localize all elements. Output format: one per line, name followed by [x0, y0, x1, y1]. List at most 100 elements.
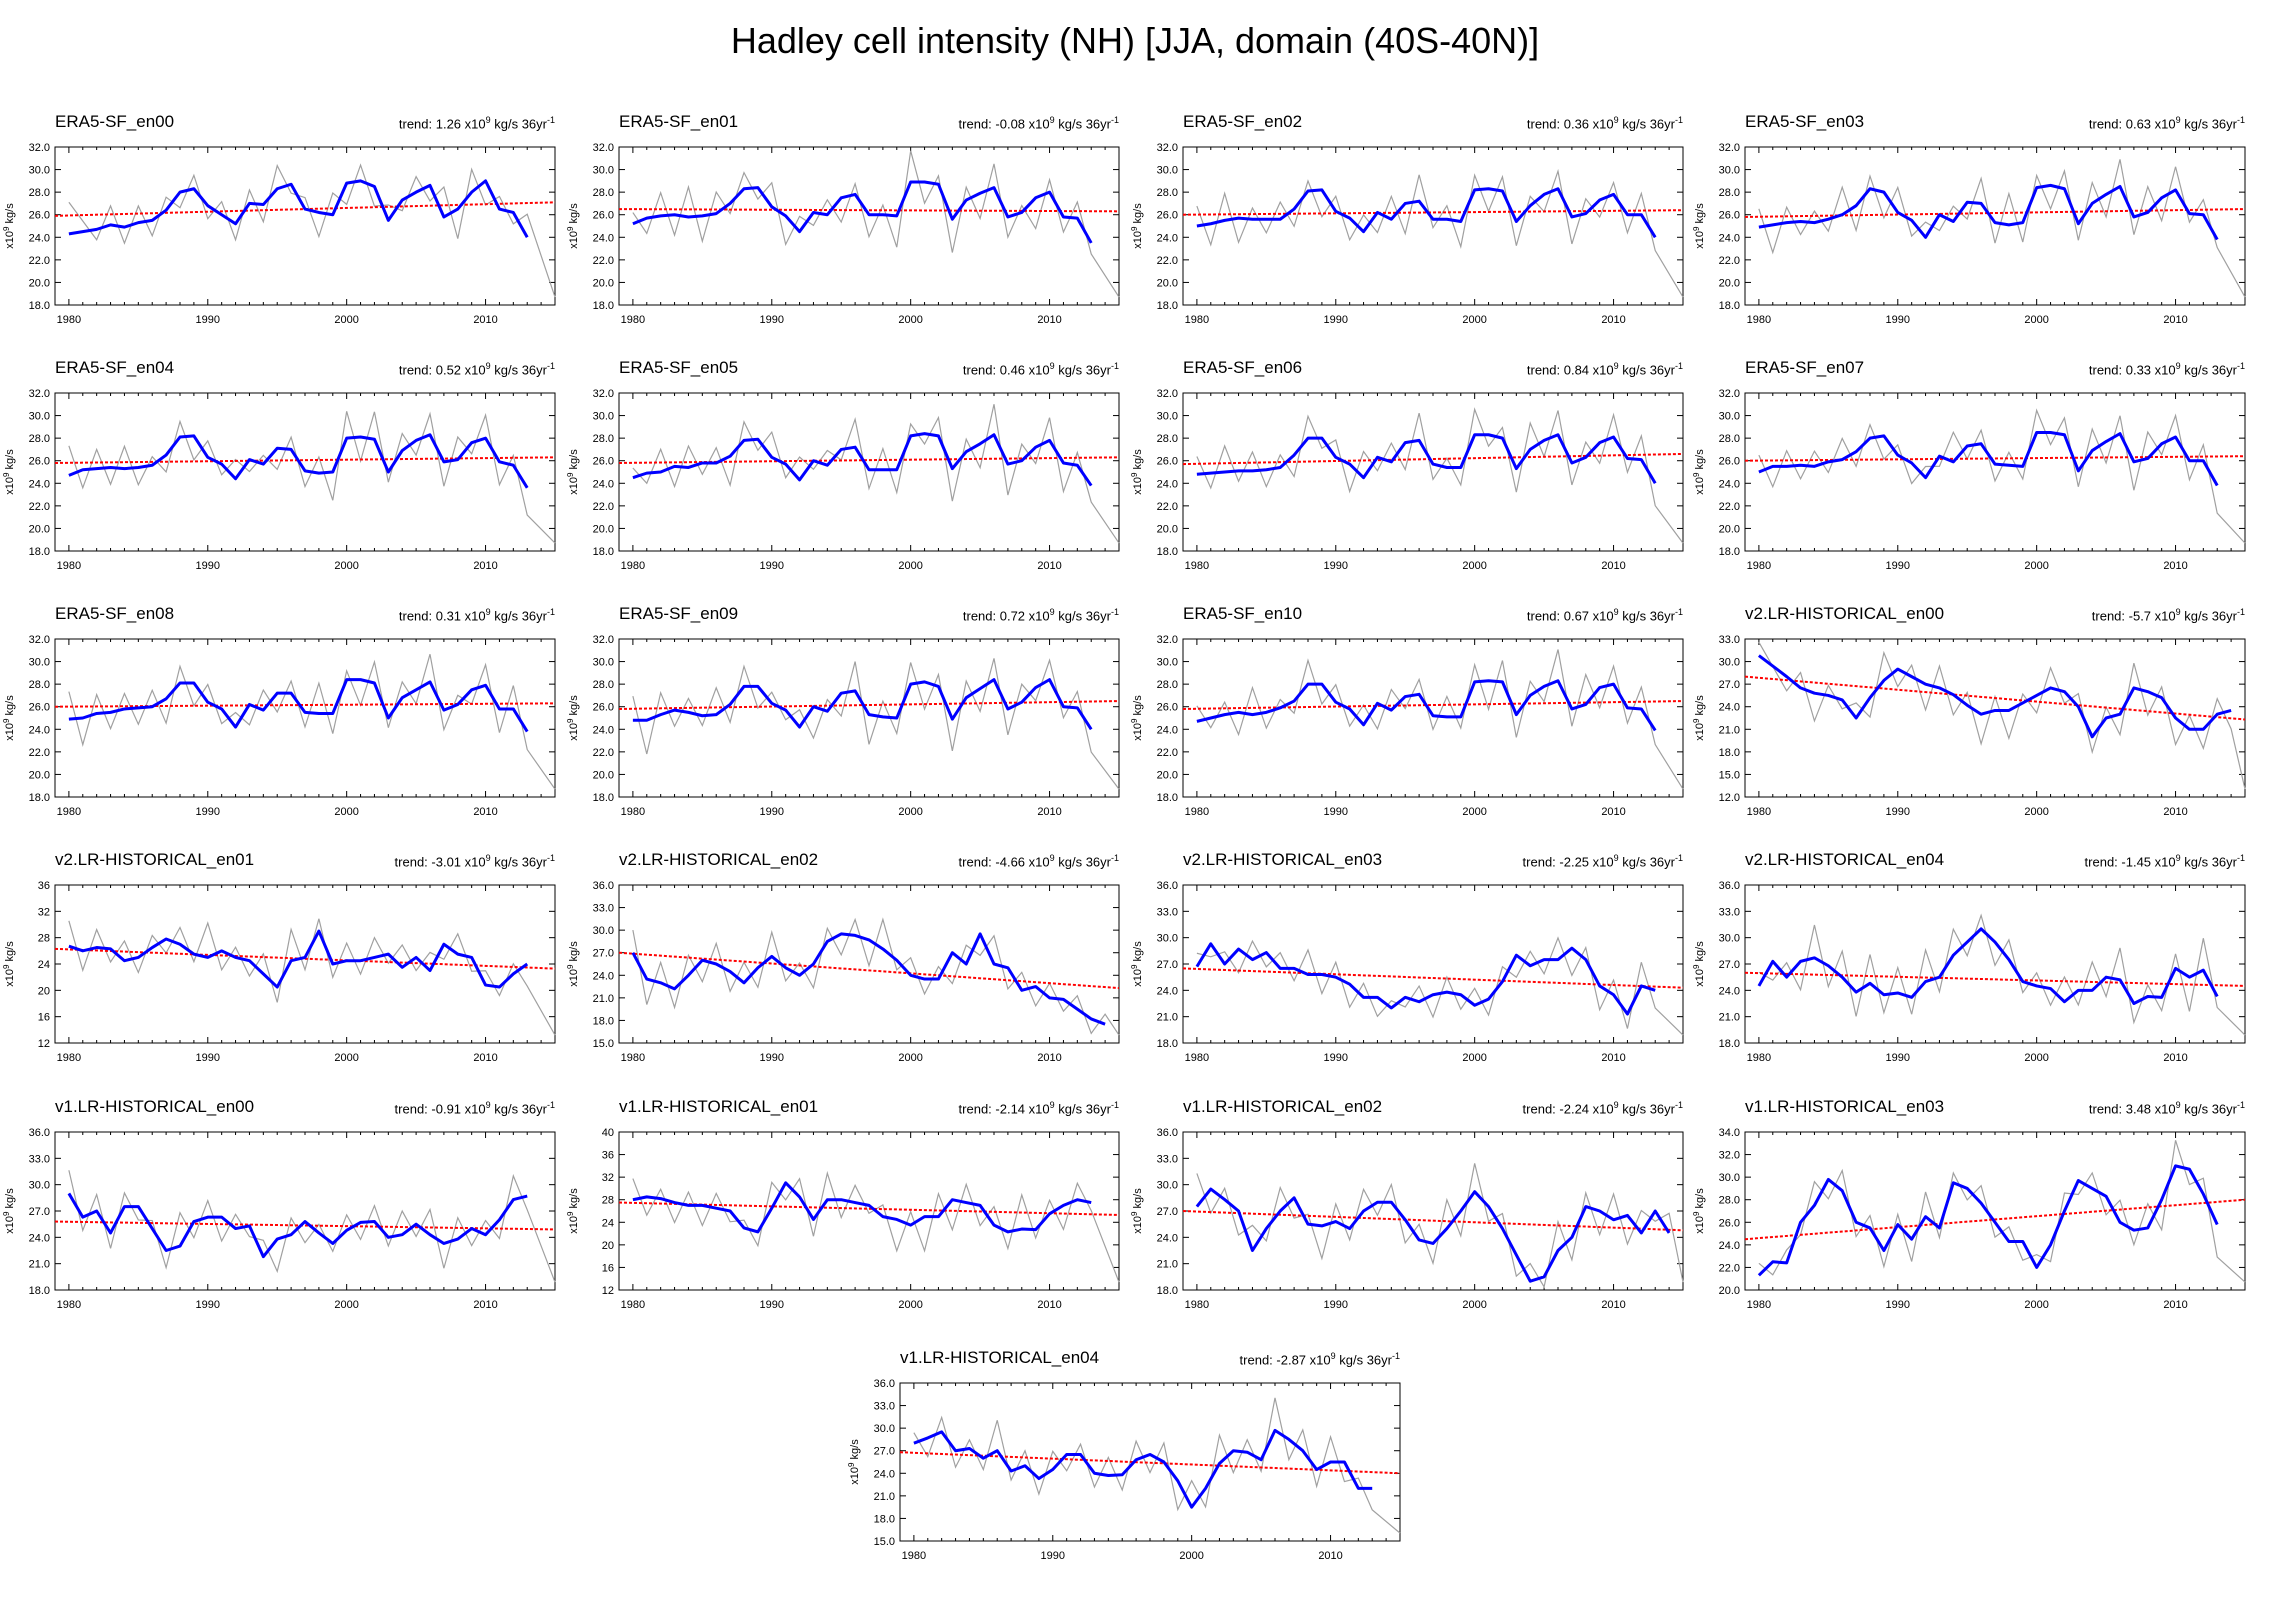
x-tick-label: 1990: [760, 1052, 784, 1064]
y-tick-label: 22.0: [29, 501, 50, 513]
y-tick-label: 18.0: [1719, 300, 1740, 312]
y-tick-label: 32.0: [593, 142, 614, 154]
y-tick-label: 40: [602, 1127, 614, 1139]
y-tick-label: 20.0: [593, 523, 614, 535]
smoothed-series-line: [1757, 654, 2232, 739]
chart-plot: 18.0 21.0 24.0 27.0 30.0 33.0 36.0 1980 1990 2000…: [1692, 880, 2246, 1064]
chart-title: ERA5-SF_en05: [619, 358, 739, 377]
plot-frame: [54, 884, 556, 1044]
smoothed-series-line: [632, 1181, 1092, 1234]
y-tick-label: 21.0: [1719, 724, 1740, 736]
trend-label: trend: -3.01 x109 kg/s 36yr-1: [394, 853, 555, 870]
chart-panel: v2.LR-HISTORICAL_en04 trend: -1.45 x109 k…: [1690, 850, 2246, 1064]
raw-series-line: [1196, 1163, 1684, 1289]
y-axis-label: x109 kg/s: [566, 1188, 580, 1234]
smoothed-series-line: [1757, 1164, 2219, 1277]
x-tick-label: 2010: [2163, 1052, 2187, 1064]
trend-label: trend: -5.7 x109 kg/s 36yr-1: [2091, 607, 2245, 624]
x-tick-label: 2000: [334, 806, 358, 818]
x-tick-label: 1990: [196, 1052, 220, 1064]
plot-frame: [1182, 884, 1684, 1044]
y-tick-label: 20.0: [29, 277, 50, 289]
chart-panel: v1.LR-HISTORICAL_en04 trend: -2.87 x109 k…: [845, 1348, 1401, 1562]
y-axis-label: x109 kg/s: [566, 203, 580, 249]
y-axis-label: x109 kg/s: [2, 1188, 16, 1234]
y-tick-label: 32.0: [593, 388, 614, 400]
y-tick-label: 24.0: [1719, 1240, 1740, 1252]
y-axis-label: x109 kg/s: [1692, 695, 1706, 741]
chart-title: ERA5-SF_en06: [1183, 358, 1303, 377]
x-tick-label: 1980: [621, 314, 645, 326]
chart-plot: 18.0 20.0 22.0 24.0 26.0 28.0 30.0 32.0 1980 1990…: [566, 634, 1120, 818]
y-tick-label: 22.0: [593, 747, 614, 759]
y-axis-label: x109 kg/s: [2, 695, 16, 741]
chart-plot: 18.0 20.0 22.0 24.0 26.0 28.0 30.0 32.0 1980 1990…: [2, 634, 556, 818]
x-tick-label: 2000: [334, 1299, 358, 1311]
y-tick-label: 27.0: [1157, 1206, 1178, 1218]
y-tick-label: 33.0: [1719, 906, 1740, 918]
x-tick-label: 2000: [2024, 314, 2048, 326]
y-tick-label: 26.0: [1157, 210, 1178, 222]
y-tick-label: 18.0: [29, 300, 50, 312]
chart-panel: ERA5-SF_en08 trend: 0.31 x109 kg/s 36yr-1…: [0, 604, 556, 818]
raw-series-line: [1196, 168, 1684, 298]
y-tick-label: 28.0: [29, 679, 50, 691]
y-tick-label: 33.0: [29, 1153, 50, 1165]
smoothed-series-line: [1758, 431, 2219, 487]
x-tick-label: 1980: [57, 806, 81, 818]
y-tick-label: 32: [38, 906, 50, 918]
raw-series-line: [1758, 1140, 2246, 1283]
y-tick-label: 33.0: [874, 1401, 895, 1413]
y-tick-label: 30.0: [593, 165, 614, 177]
x-tick-label: 2010: [473, 314, 497, 326]
y-tick-label: 24.0: [29, 724, 50, 736]
chart-title: ERA5-SF_en00: [55, 112, 175, 131]
y-tick-label: 22.0: [1719, 255, 1740, 267]
y-tick-label: 20: [602, 1240, 614, 1252]
chart-panel: v1.LR-HISTORICAL_en00 trend: -0.91 x109 k…: [0, 1097, 556, 1311]
chart-plot: 18.0 20.0 22.0 24.0 26.0 28.0 30.0 32.0 1980 1990…: [566, 388, 1120, 572]
y-tick-label: 26.0: [29, 702, 50, 714]
y-tick-label: 26.0: [29, 210, 50, 222]
y-tick-label: 22.0: [1157, 501, 1178, 513]
plot-frame: [54, 638, 556, 798]
y-tick-label: 24.0: [1719, 702, 1740, 714]
x-tick-label: 2010: [1037, 1299, 1061, 1311]
smoothed-series-line: [1195, 942, 1656, 1016]
chart-title: v2.LR-HISTORICAL_en00: [1745, 604, 1945, 623]
x-tick-label: 1980: [57, 314, 81, 326]
chart-title: ERA5-SF_en09: [619, 604, 739, 623]
x-tick-label: 2000: [334, 1052, 358, 1064]
y-axis-label: x109 kg/s: [1692, 941, 1706, 987]
y-tick-label: 30.0: [593, 657, 614, 669]
chart-plot: 18.0 20.0 22.0 24.0 26.0 28.0 30.0 32.0 1980 1990…: [566, 142, 1120, 326]
smoothed-series-line: [68, 929, 529, 989]
chart-title: ERA5-SF_en02: [1183, 112, 1303, 131]
x-tick-label: 2010: [473, 806, 497, 818]
y-tick-label: 27.0: [1719, 679, 1740, 691]
chart-title: ERA5-SF_en04: [55, 358, 175, 377]
trend-label: trend: 0.67 x109 kg/s 36yr-1: [1526, 607, 1683, 624]
y-tick-label: 28.0: [29, 187, 50, 199]
y-tick-label: 27.0: [1157, 959, 1178, 971]
y-tick-label: 36: [602, 1150, 614, 1162]
x-tick-label: 1980: [57, 560, 81, 572]
y-tick-label: 26.0: [1157, 456, 1178, 468]
y-tick-label: 24: [602, 1217, 614, 1229]
x-tick-label: 1980: [621, 560, 645, 572]
smoothed-series-line: [1758, 183, 2219, 241]
raw-series-line: [913, 1397, 1401, 1534]
chart-title: ERA5-SF_en10: [1183, 604, 1303, 623]
y-tick-label: 20.0: [593, 277, 614, 289]
smoothed-series-line: [68, 678, 529, 733]
smoothed-series-line: [632, 180, 1093, 244]
y-axis-label: x109 kg/s: [1130, 203, 1144, 249]
x-tick-label: 1980: [1185, 1052, 1209, 1064]
y-tick-label: 15.0: [874, 1536, 895, 1548]
y-tick-label: 20.0: [1719, 277, 1740, 289]
y-tick-label: 24.0: [29, 478, 50, 490]
raw-series-line: [1758, 913, 2246, 1036]
x-tick-label: 1980: [1747, 1299, 1771, 1311]
x-tick-label: 2000: [1462, 560, 1486, 572]
raw-series-line: [68, 411, 556, 544]
